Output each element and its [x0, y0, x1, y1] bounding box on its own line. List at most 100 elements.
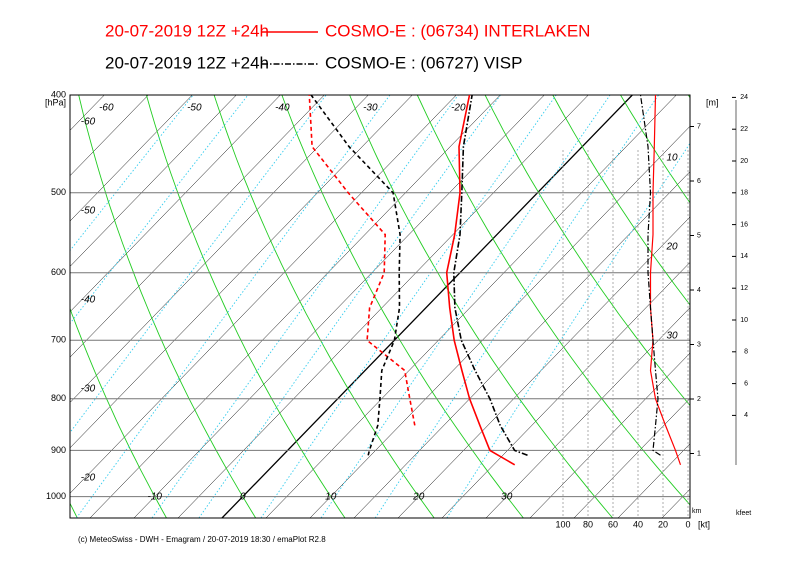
y-tick-label: 600 — [51, 267, 66, 277]
x-tick-label: 0 — [240, 491, 246, 502]
kfeet-tick-label: 10 — [740, 317, 748, 324]
dry-adiabat — [145, 95, 346, 518]
top-tick-label: -40 — [275, 103, 290, 114]
kfeet-tick-label: 8 — [744, 349, 748, 356]
y-tick-label: 400 — [51, 89, 66, 99]
km-tick-label: 7 — [697, 123, 701, 130]
isotherm — [353, 171, 690, 518]
wind-tick-label: 80 — [583, 519, 593, 529]
wind-speed-line — [639, 94, 661, 456]
top-tick-label: -60 — [99, 103, 114, 114]
mixing-ratio-line — [70, 95, 194, 252]
dry-adiabat — [78, 95, 257, 518]
mixing-ratio-line — [151, 95, 459, 518]
isotherm — [70, 95, 193, 222]
mixing-ratio-line — [446, 142, 690, 518]
title-station: COSMO-E : (06727) VISP — [325, 53, 522, 72]
y-unit: [hPa] — [45, 97, 66, 107]
isotherm — [89, 95, 501, 518]
adiabat-label: -20 — [81, 473, 96, 484]
adiabat-label: -60 — [81, 117, 96, 128]
x-tick-label: -10 — [148, 491, 163, 502]
y-tick-label: 1000 — [46, 491, 66, 501]
kfeet-tick-label: 24 — [740, 94, 748, 101]
title-date: 20-07-2019 12Z +24h — [105, 21, 269, 40]
km-tick-label: 3 — [697, 341, 701, 348]
kfeet-tick-label: 4 — [744, 412, 748, 419]
kfeet-tick-label: 22 — [740, 126, 748, 133]
mixing-ratio-line — [260, 95, 557, 518]
isotherm — [70, 95, 149, 177]
dry-adiabat — [349, 95, 614, 518]
adiabat-label: -50 — [81, 206, 96, 217]
km-label: [m] — [706, 97, 719, 107]
km-unit: km — [692, 508, 702, 515]
kfeet-tick-label: 6 — [744, 380, 748, 387]
isotherm — [309, 125, 690, 518]
isotherm — [70, 95, 369, 403]
isotherm — [177, 95, 589, 518]
km-tick-label: 6 — [697, 178, 701, 185]
isotherm — [70, 95, 325, 358]
dry-adiabat — [416, 95, 690, 506]
mixing-ratio-line — [70, 95, 249, 325]
footer: (c) MeteoSwiss - DWH - Emagram / 20-07-2… — [78, 535, 326, 544]
isotherm — [133, 95, 545, 518]
wind-tick-label: 20 — [658, 519, 668, 529]
mixing-ratio-line — [70, 95, 327, 434]
top-tick-label: -50 — [187, 103, 202, 114]
dewpoint-line — [310, 94, 401, 456]
kfeet-tick-label: 16 — [740, 221, 748, 228]
y-tick-label: 900 — [51, 445, 66, 455]
mixing-label: 20 — [665, 242, 678, 253]
x-tick-label: 30 — [501, 491, 513, 502]
adiabat-label: -40 — [81, 295, 96, 306]
dry-adiabat — [484, 95, 690, 407]
km-tick-label: 4 — [697, 287, 701, 294]
x-tick-label: 10 — [325, 491, 337, 502]
isotherm — [441, 261, 690, 518]
kfeet-tick-label: 20 — [740, 158, 748, 165]
isotherm — [70, 95, 457, 494]
plot-frame — [69, 94, 691, 519]
wind-tick-label: 60 — [608, 519, 618, 529]
dry-adiabat — [70, 307, 167, 518]
grid — [70, 95, 690, 518]
isotherm — [70, 95, 281, 313]
x-tick-label: 20 — [412, 491, 425, 502]
dry-adiabat — [213, 95, 435, 518]
adiabat-label: -30 — [81, 384, 96, 395]
mixing-ratio-line — [320, 95, 611, 518]
kfeet-unit: kfeet — [736, 510, 751, 517]
mixing-ratio-line — [76, 95, 391, 518]
wind-tick-label: 100 — [555, 519, 570, 529]
temperature-line — [445, 94, 516, 466]
km-tick-label: 5 — [697, 232, 701, 239]
dewpoint-line — [308, 94, 416, 426]
km-tick-label: 1 — [697, 450, 701, 457]
mixing-label: 30 — [666, 331, 678, 342]
y-tick-label: 800 — [51, 393, 66, 403]
top-tick-label: -20 — [451, 103, 466, 114]
y-tick-label: 700 — [51, 335, 66, 345]
title-date: 20-07-2019 12Z +24h — [105, 53, 269, 72]
title-station: COSMO-E : (06734) INTERLAKEN — [325, 21, 590, 40]
km-tick-label: 2 — [697, 396, 701, 403]
kfeet-tick-label: 14 — [740, 253, 748, 260]
top-tick-label: -30 — [363, 103, 378, 114]
isotherm — [265, 95, 677, 518]
isotherm — [397, 216, 690, 518]
kfeet-tick-label: 12 — [740, 285, 748, 292]
wind-tick-label: 0 — [685, 519, 690, 529]
temperature-line — [452, 94, 528, 457]
mixing-ratio-line — [374, 95, 659, 518]
isotherm — [221, 95, 633, 518]
dry-adiabat — [620, 95, 690, 204]
wind-unit: [kt] — [698, 519, 710, 529]
y-tick-label: 500 — [51, 187, 66, 197]
mixing-label: 10 — [666, 153, 678, 164]
isotherm — [485, 307, 690, 518]
isotherm — [529, 352, 690, 518]
